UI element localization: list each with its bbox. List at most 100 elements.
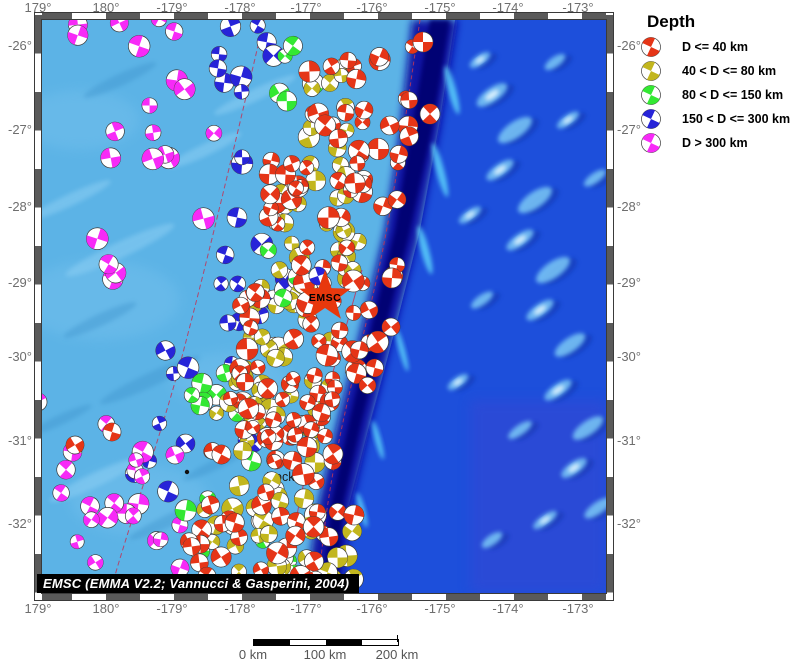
beachball xyxy=(67,24,89,46)
beachball xyxy=(291,255,312,276)
beachball xyxy=(56,460,76,480)
beachball xyxy=(641,133,661,153)
beachball-red-icon xyxy=(640,36,662,58)
beachball xyxy=(234,149,250,166)
beachball xyxy=(379,115,400,136)
lon-tick-label: -175° xyxy=(424,0,456,15)
beachball xyxy=(237,397,260,420)
legend-label: 40 < D <= 80 km xyxy=(682,64,777,78)
beachball xyxy=(365,358,384,378)
beachball xyxy=(213,276,229,292)
legend-row-shallow: D <= 40 km xyxy=(640,35,790,59)
beachball xyxy=(304,551,324,572)
beachball xyxy=(344,172,366,194)
lat-tick-label: -32° xyxy=(8,516,32,531)
beachball xyxy=(346,363,367,384)
beachball xyxy=(341,269,365,293)
beachball xyxy=(271,507,290,526)
beachball xyxy=(152,531,169,548)
beachball xyxy=(260,525,278,543)
beachball xyxy=(419,103,441,125)
lat-tick-label: -27° xyxy=(8,122,32,137)
beachball xyxy=(314,114,337,137)
beachball xyxy=(367,137,390,161)
lon-tick-label: -173° xyxy=(562,601,594,616)
lon-tick-label: -178° xyxy=(224,0,256,15)
legend-row-deep: D > 300 km xyxy=(640,131,790,155)
beachball xyxy=(65,435,85,455)
legend-row-40-80: 40 < D <= 80 km xyxy=(640,59,790,83)
beachball xyxy=(109,20,129,33)
beachball xyxy=(260,429,277,445)
beachball xyxy=(165,445,185,465)
legend-row-150-300: 150 < D <= 300 km xyxy=(640,107,790,131)
beachball xyxy=(229,65,253,89)
beachball xyxy=(324,391,341,408)
beachball xyxy=(299,394,316,411)
beachball xyxy=(223,391,239,406)
beachball xyxy=(257,378,278,399)
beachball xyxy=(176,356,200,379)
attribution-text: EMSC (EMMA V2.2; Vannucci & Gasperini, 2… xyxy=(43,576,350,591)
depth-legend: Depth D <= 40 km 40 < D <= 80 km 80 < D … xyxy=(640,12,790,155)
beachball xyxy=(343,504,365,526)
beachball xyxy=(267,454,283,470)
scale-bar-segments xyxy=(253,639,399,646)
lon-tick-label: -173° xyxy=(562,0,594,15)
scale-bar-segment xyxy=(362,640,398,645)
lat-tick-label: -28° xyxy=(617,199,641,214)
beachball xyxy=(299,239,316,256)
beachball xyxy=(192,207,215,230)
beachball xyxy=(151,415,167,431)
lon-tick-label: -175° xyxy=(424,601,456,616)
beachball xyxy=(292,463,315,486)
beachball xyxy=(369,47,389,67)
beachball xyxy=(105,121,125,142)
beachball xyxy=(96,507,119,529)
beachball xyxy=(233,441,253,461)
lat-tick-label: -26° xyxy=(617,38,641,53)
beachball xyxy=(52,484,70,502)
scale-bar-segment xyxy=(326,640,362,645)
beachball xyxy=(381,317,401,337)
beachball xyxy=(201,495,220,515)
beachball xyxy=(98,254,119,275)
lat-tick-label: -31° xyxy=(617,433,641,448)
trench-axis-line xyxy=(317,20,421,593)
legend-title: Depth xyxy=(647,12,696,31)
beachball xyxy=(338,239,356,257)
beachball xyxy=(242,319,259,336)
beachball xyxy=(173,78,196,101)
beachball xyxy=(288,180,304,197)
beachball xyxy=(259,241,277,259)
scale-bar-label: 200 km xyxy=(375,647,419,661)
legend-label: D > 300 km xyxy=(682,136,748,150)
beachball xyxy=(641,61,661,81)
lon-tick-label: -176° xyxy=(356,601,388,616)
beachball xyxy=(252,561,269,578)
map-area: Rock EMSC xyxy=(41,19,607,594)
place-marker-dot xyxy=(184,469,190,475)
beachball xyxy=(190,553,209,572)
beachball xyxy=(150,20,168,28)
lon-tick-label: -179° xyxy=(156,601,188,616)
beachball xyxy=(285,525,306,546)
beachball xyxy=(205,124,223,142)
lon-tick-label: -178° xyxy=(224,601,256,616)
beachball xyxy=(141,147,164,171)
beachball xyxy=(345,305,362,321)
beachball xyxy=(270,261,289,279)
map-border-left xyxy=(35,13,42,600)
scale-bar-segment xyxy=(254,640,290,645)
lon-tick-label: 180° xyxy=(92,601,120,616)
beachball xyxy=(298,159,315,176)
beachball xyxy=(144,124,162,141)
attribution-bar: EMSC (EMMA V2.2; Vannucci & Gasperini, 2… xyxy=(37,574,359,593)
lat-tick-label: -26° xyxy=(8,38,32,53)
axis-bottom: 179° 180° -179° -178° -177° -176° -175° -174° -1… xyxy=(0,601,790,616)
beachball xyxy=(245,420,261,435)
lat-tick-label: -28° xyxy=(8,199,32,214)
beachball xyxy=(293,488,315,509)
scale-bar-label: 100 km xyxy=(303,647,347,661)
beachball xyxy=(387,190,407,209)
